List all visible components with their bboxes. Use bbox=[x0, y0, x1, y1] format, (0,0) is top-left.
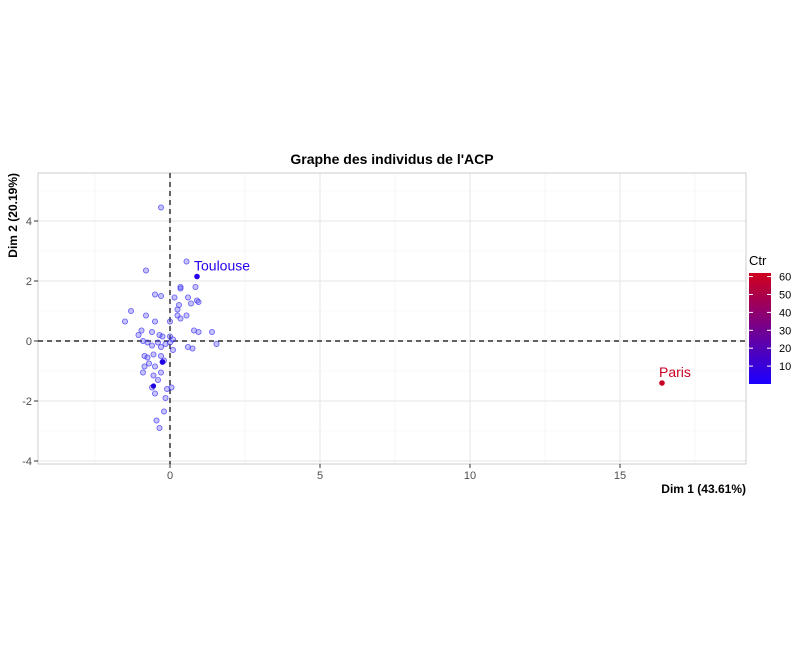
x-axis-title: Dim 1 (43.61%) bbox=[661, 482, 746, 496]
legend-tick-label: 60 bbox=[779, 272, 791, 284]
data-point bbox=[154, 376, 161, 383]
data-point-paris bbox=[659, 380, 665, 386]
data-point bbox=[208, 328, 215, 335]
point-label-paris: Paris bbox=[659, 364, 691, 380]
data-point bbox=[154, 339, 161, 346]
plot-panel-border bbox=[37, 172, 747, 465]
x-tick-label: 5 bbox=[317, 470, 323, 482]
y-tick-label: 4 bbox=[26, 216, 32, 228]
data-point bbox=[162, 394, 169, 401]
data-point bbox=[159, 333, 166, 340]
data-point-highlighted bbox=[159, 359, 166, 365]
legend-ticks: 10 20 30 40 50 60 bbox=[749, 272, 791, 373]
data-point bbox=[135, 331, 142, 338]
data-point bbox=[195, 328, 202, 335]
data-point bbox=[139, 369, 146, 376]
data-point bbox=[163, 385, 170, 392]
data-point bbox=[145, 360, 152, 367]
data-point bbox=[157, 352, 164, 359]
ctr-legend: Ctr 10 20 30 40 50 60 bbox=[749, 253, 791, 384]
data-point bbox=[177, 283, 184, 290]
point-label-toulouse: Toulouse bbox=[194, 258, 250, 274]
legend-tick-label: 40 bbox=[779, 307, 791, 319]
data-point bbox=[142, 267, 149, 274]
data-point bbox=[156, 331, 163, 338]
data-point bbox=[138, 327, 145, 334]
data-point bbox=[187, 300, 194, 307]
grid bbox=[38, 173, 746, 464]
x-tick-label: 10 bbox=[464, 470, 476, 482]
axis-ticks: 0 5 10 15 -4 -2 0 2 4 bbox=[22, 216, 626, 482]
data-point bbox=[213, 340, 220, 347]
data-point bbox=[142, 312, 149, 319]
data-point bbox=[174, 306, 181, 313]
data-point bbox=[150, 351, 157, 358]
data-point bbox=[151, 318, 158, 325]
data-point bbox=[151, 291, 158, 298]
data-point bbox=[144, 339, 151, 346]
data-point bbox=[177, 285, 184, 292]
data-point bbox=[183, 312, 190, 319]
data-point bbox=[157, 204, 164, 211]
data-point bbox=[151, 363, 158, 370]
point-labels: Toulouse Paris bbox=[194, 258, 691, 381]
data-point bbox=[141, 352, 148, 359]
x-tick-label: 0 bbox=[167, 470, 173, 482]
points bbox=[122, 204, 665, 431]
legend-tick-label: 10 bbox=[779, 361, 791, 373]
chart-title: Graphe des individus de l'ACP bbox=[290, 151, 493, 167]
legend-colorbar bbox=[749, 273, 771, 384]
data-point bbox=[177, 315, 184, 322]
data-point bbox=[183, 258, 190, 265]
data-point bbox=[160, 408, 167, 415]
data-point bbox=[122, 318, 129, 325]
data-point bbox=[150, 372, 157, 379]
data-point bbox=[151, 390, 158, 397]
legend-tick-label: 50 bbox=[779, 289, 791, 301]
y-tick-label: 2 bbox=[26, 276, 32, 288]
data-point bbox=[184, 294, 191, 301]
data-point bbox=[195, 298, 202, 305]
data-point bbox=[148, 342, 155, 349]
y-axis-title: Dim 2 (20.19%) bbox=[6, 173, 20, 258]
data-point bbox=[157, 343, 164, 350]
data-point bbox=[141, 363, 148, 370]
reference-lines bbox=[38, 173, 746, 464]
data-point bbox=[153, 417, 160, 424]
data-point bbox=[148, 328, 155, 335]
legend-tick-label: 20 bbox=[779, 343, 791, 355]
data-point bbox=[192, 283, 199, 290]
legend-tick-label: 30 bbox=[779, 325, 791, 337]
data-point bbox=[171, 294, 178, 301]
data-point bbox=[157, 369, 164, 376]
data-point bbox=[169, 346, 176, 353]
data-point bbox=[157, 292, 164, 299]
data-point bbox=[144, 354, 151, 361]
data-point bbox=[189, 345, 196, 352]
data-point bbox=[156, 424, 163, 431]
legend-title: Ctr bbox=[749, 253, 767, 268]
data-point-highlighted bbox=[150, 383, 157, 389]
y-tick-label: 0 bbox=[26, 336, 32, 348]
x-tick-label: 15 bbox=[614, 470, 626, 482]
data-point bbox=[127, 307, 134, 314]
data-point bbox=[166, 318, 173, 325]
data-point bbox=[166, 339, 173, 346]
y-tick-label: -2 bbox=[22, 396, 32, 408]
data-point-toulouse bbox=[194, 273, 200, 280]
y-tick-label: -4 bbox=[22, 456, 32, 468]
